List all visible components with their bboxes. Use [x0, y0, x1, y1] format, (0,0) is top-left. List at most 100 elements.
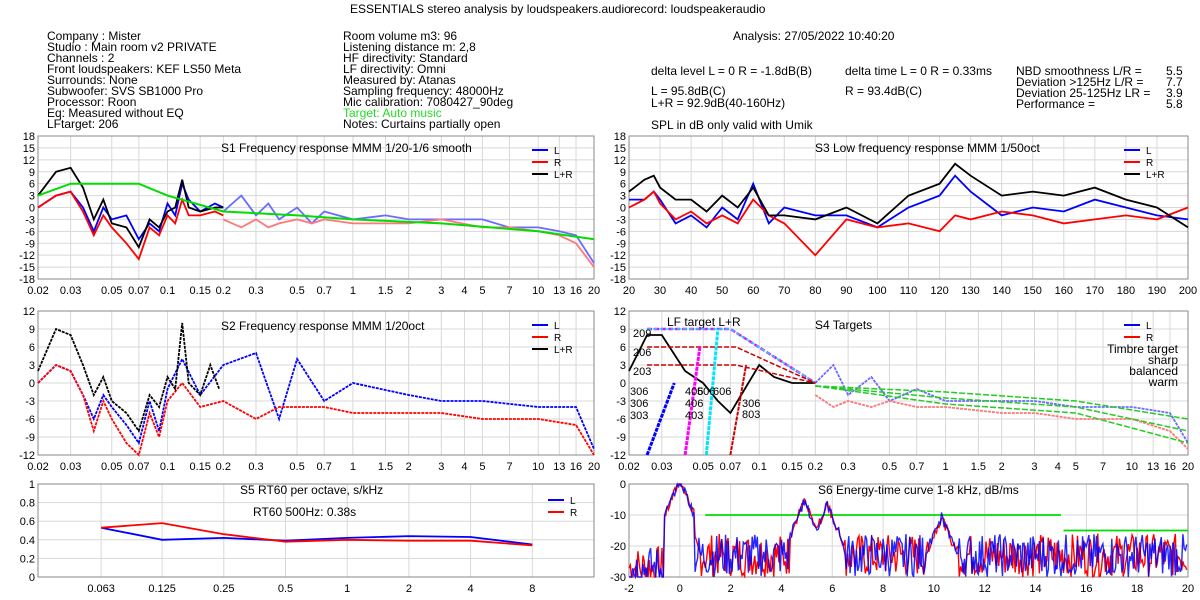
s4-x-tick-label: 0.03: [651, 461, 672, 473]
s2-x-tick-label: 2: [406, 461, 412, 473]
s1-x-tick-label: 0.07: [128, 285, 149, 297]
performance-label: Performance =: [1016, 97, 1096, 111]
s3-x-tick-label: 200: [1179, 285, 1197, 297]
s4-target-cyan: [647, 328, 816, 384]
s2-x-tick-label: 0.3: [248, 461, 263, 473]
s3-y-tick-label: 18: [614, 131, 626, 143]
s2-y-tick-label: -12: [19, 450, 35, 462]
s1-y-tick-label: 18: [23, 131, 35, 143]
s1-y-tick-label: -18: [19, 274, 35, 286]
s1-x-tick-label: 0.15: [189, 285, 210, 297]
s4-timbre-balanced: [815, 385, 1189, 432]
s3-x-tick-label: 170: [1086, 285, 1104, 297]
s1-x-tick-label: 0.05: [101, 285, 122, 297]
s4-target-magenta-slope: [683, 346, 702, 456]
info-mid-line: Room volume m3: 96: [343, 29, 458, 43]
s6-x-tick-label: 20: [1182, 583, 1194, 595]
s2-y-tick-label: -6: [25, 414, 35, 426]
s4-x-tick-label: 0.05: [692, 461, 713, 473]
s2-x-tick-label: 0.03: [60, 461, 81, 473]
s3-y-tick-label: -12: [610, 250, 626, 262]
s3-series-l: [629, 174, 1189, 229]
s1-x-tick-label: 0.3: [248, 285, 263, 297]
delta-level: delta level L = 0 R = -1.8dB(B): [651, 64, 812, 78]
info-mid-line: HF directivity: Standard: [343, 51, 468, 65]
s6-y-tick-label: -30: [610, 572, 626, 584]
s4-y-tick-label: 12: [614, 306, 626, 318]
s6-x-tick-label: 18: [1131, 583, 1143, 595]
info-mid-line: Notes: Curtains partially open: [343, 117, 501, 131]
s3-x-tick-label: 110: [900, 285, 918, 297]
spl-note: SPL in dB only valid with Umik: [651, 118, 813, 132]
s4-x-tick-label: 1.5: [971, 461, 986, 473]
info-mid-line: Target: Auto music: [343, 106, 442, 120]
s6-x-tick-label: 6: [829, 583, 835, 595]
s5-y-tick-label: 0.8: [20, 498, 35, 510]
s4-target-magenta: [647, 327, 817, 385]
s4-blue-label: 306: [630, 386, 648, 398]
s2-x-tick-label: 0.5: [289, 461, 304, 473]
s2-series-l-r: [37, 322, 221, 434]
s5-x-tick-label: 2: [406, 583, 412, 595]
delta-time: delta time L = 0 R = 0.33ms: [845, 64, 992, 78]
s4-series-r: [814, 394, 1189, 450]
s4-x-tick-label: 0.5: [882, 461, 897, 473]
s1-y-tick-label: 0: [29, 203, 35, 215]
s2-x-tick-label: 0.15: [189, 461, 210, 473]
s4-y-tick-label: -9: [616, 432, 626, 444]
s4-series-l: [814, 363, 1189, 444]
s4-x-tick-label: 7: [1100, 461, 1106, 473]
s3-y-tick-label: -6: [616, 226, 626, 238]
s4-target-cyan-slope: [704, 328, 720, 456]
s1-x-tick-label: 20: [588, 285, 600, 297]
dev125-label: Deviation >125Hz L/R =: [1016, 75, 1144, 89]
s6-x-tick-label: 12: [979, 583, 991, 595]
s3-y-tick-label: 0: [620, 203, 626, 215]
s1-y-tick-label: 3: [29, 191, 35, 203]
s1-x-tick-label: 13: [553, 285, 565, 297]
s4-legend-label: R: [1146, 333, 1153, 344]
s3-x-tick-label: 60: [747, 285, 759, 297]
s1-x-tick-label: 7: [506, 285, 512, 297]
s3-y-tick-label: 9: [620, 167, 626, 179]
s2-x-tick-label: 3: [438, 461, 444, 473]
s4-magenta-label: 403: [685, 410, 703, 422]
s5-x-tick-label: 0.125: [148, 583, 176, 595]
s4-timbre-label: Timbre target: [1107, 342, 1179, 356]
s3-legend-label: L+R: [1146, 170, 1165, 181]
info-mid-line: Measured by: Atanas: [343, 73, 456, 87]
s3-legend-label: L: [1146, 146, 1152, 157]
s4-red-label: 306: [742, 398, 760, 410]
info-mid-line: Sampling frequency: 48000Hz: [343, 84, 504, 98]
s4-timbre-label: warm: [1148, 375, 1178, 389]
s1-x-tick-label: 16: [570, 285, 582, 297]
s4-y-tick-label: -3: [616, 396, 626, 408]
s4-blue-label: 303: [630, 410, 648, 422]
s2-x-tick-label: 4: [461, 461, 467, 473]
s4-x-tick-label: 0.07: [720, 461, 741, 473]
performance-value: 5.8: [1166, 97, 1183, 111]
info-mid-line: Mic calibration: 7080427_90deg: [343, 95, 514, 109]
s1-x-tick-label: 3: [438, 285, 444, 297]
s5-x-tick-label: 4: [468, 583, 474, 595]
s1-x-tick-label: 1: [350, 285, 356, 297]
s1-x-tick-label: 0.02: [27, 285, 48, 297]
s1-x-tick-label: 5: [479, 285, 485, 297]
s2-x-tick-label: 1: [350, 461, 356, 473]
s3-title: S3 Low frequency response MMM 1/50oct: [815, 141, 1040, 155]
s4-timbre-sharp: [815, 385, 1189, 420]
record-label: record: loudspeakeraudio: [630, 2, 766, 16]
s5-title: S5 RT60 per octave, s/kHz: [240, 483, 383, 497]
s3-x-tick-label: 20: [623, 285, 635, 297]
s6-x-tick-label: 8: [880, 583, 886, 595]
s3-y-tick-label: 3: [620, 191, 626, 203]
s2-series-r: [37, 363, 595, 457]
s4-x-tick-label: 0.2: [808, 461, 823, 473]
s6-y-tick-label: -20: [610, 541, 626, 553]
s4-timbre-label: balanced: [1129, 364, 1178, 378]
s1-y-tick-label: 9: [29, 167, 35, 179]
s3-y-tick-label: 12: [614, 155, 626, 167]
s1-y-tick-label: -3: [25, 214, 35, 226]
s4-red-label: 203: [633, 366, 651, 378]
